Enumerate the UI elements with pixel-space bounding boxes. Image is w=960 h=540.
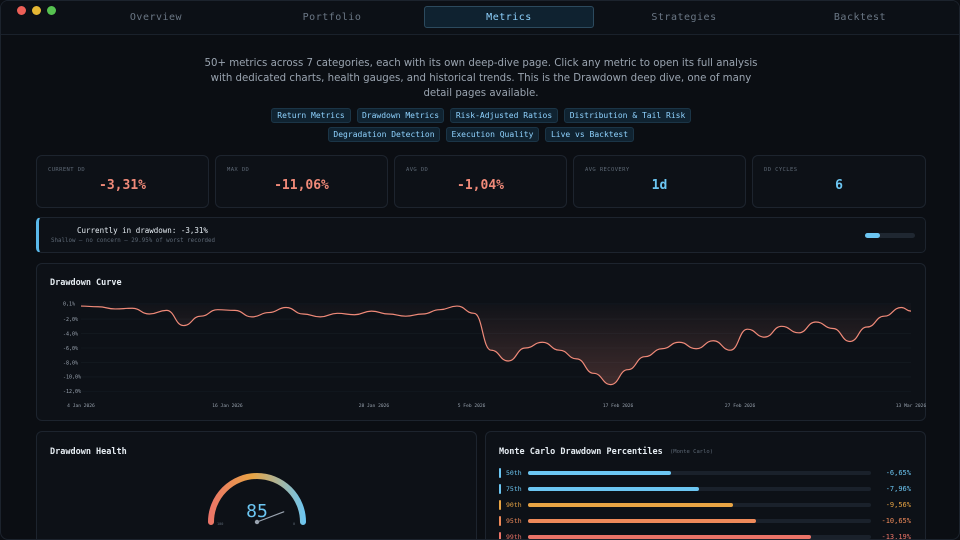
category-chip-distribution-tail-risk[interactable]: Distribution & Tail Risk: [564, 108, 691, 123]
drawdown-curve-card: Drawdown Curve: [36, 263, 926, 421]
percentile-track: [528, 503, 871, 507]
kpi-value: -1,04%: [457, 178, 504, 193]
percentile-bar: [528, 471, 671, 475]
category-chip-live-vs-backtest[interactable]: Live vs Backtest: [545, 127, 634, 142]
tab-strategies[interactable]: Strategies: [651, 11, 717, 23]
kpi-card-current-dd[interactable]: CURRENT DD -3,31%: [36, 155, 209, 208]
kpi-label: CURRENT DD: [48, 167, 86, 173]
drawdown-status-subtitle: Shallow — no concern — 29.95% of worst r…: [51, 238, 216, 244]
percentile-row: 99th -13,19%: [499, 532, 911, 540]
kpi-label: AVG DD: [406, 167, 429, 173]
drawdown-health-title: Drawdown Health: [50, 447, 127, 457]
category-chip-drawdown-metrics[interactable]: Drawdown Metrics: [357, 108, 444, 123]
top-nav-bar: Overview Portfolio Metrics Strategies Ba…: [1, 1, 959, 35]
kpi-card-dd-cycles[interactable]: DD CYCLES 6: [752, 155, 926, 208]
percentile-bar: [528, 487, 699, 491]
kpi-card-max-dd[interactable]: MAX DD -11,06%: [215, 155, 388, 208]
close-window-button[interactable]: [17, 6, 26, 15]
percentile-label: 90th: [506, 501, 522, 509]
category-chip-degradation-detection[interactable]: Degradation Detection: [328, 127, 440, 142]
monte-carlo-tag: (Monte Carlo): [670, 449, 714, 455]
percentile-track: [528, 519, 871, 523]
intro-text: 50+ metrics across 7 categories, each wi…: [204, 58, 758, 99]
tab-backtest[interactable]: Backtest: [833, 11, 887, 23]
drawdown-severity-bar: [865, 233, 915, 238]
percentile-marker: [499, 468, 501, 478]
tab-portfolio[interactable]: Portfolio: [302, 11, 362, 23]
percentile-marker: [499, 532, 501, 539]
percentile-value: -10,65%: [881, 517, 911, 525]
monte-carlo-title: Monte Carlo Drawdown Percentiles: [499, 447, 663, 457]
percentile-label: 50th: [506, 469, 522, 477]
percentile-value: -7,96%: [885, 485, 911, 493]
drawdown-health-card: Drawdown Health: [36, 431, 477, 539]
kpi-value: -3,31%: [99, 178, 146, 193]
percentile-value: -6,65%: [885, 469, 911, 477]
percentile-marker: [499, 516, 501, 526]
kpi-card-avg-recovery[interactable]: AVG RECOVERY 1d: [573, 155, 746, 208]
tab-overview[interactable]: Overview: [129, 11, 183, 23]
drawdown-severity-fill: [865, 233, 880, 238]
percentile-track: [528, 535, 871, 539]
drawdown-status-title: Currently in drawdown: -3,31%: [77, 226, 208, 235]
category-chip-execution-quality[interactable]: Execution Quality: [446, 127, 539, 142]
percentile-label: 99th: [506, 533, 522, 540]
percentile-track: [528, 471, 871, 475]
category-chip-risk-adjusted-ratios[interactable]: Risk-Adjusted Ratios: [450, 108, 558, 123]
percentile-marker: [499, 484, 501, 494]
percentile-row: 90th -9,56%: [499, 500, 911, 510]
kpi-value: 6: [835, 178, 843, 193]
percentile-bar: [528, 503, 733, 507]
kpi-card-avg-dd[interactable]: AVG DD -1,04%: [394, 155, 567, 208]
kpi-value: -11,06%: [274, 178, 329, 193]
percentile-value: -9,56%: [885, 501, 911, 509]
percentile-row: 75th -7,96%: [499, 484, 911, 494]
percentile-label: 95th: [506, 517, 522, 525]
kpi-label: AVG RECOVERY: [585, 167, 630, 173]
maximize-window-button[interactable]: [47, 6, 56, 15]
percentile-marker: [499, 500, 501, 510]
percentile-bar: [528, 535, 811, 539]
tab-metrics[interactable]: Metrics: [424, 6, 594, 28]
percentile-label: 75th: [506, 485, 522, 493]
percentile-bar: [528, 519, 757, 523]
minimize-window-button[interactable]: [32, 6, 41, 15]
kpi-label: MAX DD: [227, 167, 250, 173]
kpi-label: DD CYCLES: [764, 167, 798, 173]
kpi-value: 1d: [651, 178, 668, 193]
category-chip-return-metrics[interactable]: Return Metrics: [271, 108, 351, 123]
percentile-row: 95th -10,65%: [499, 516, 911, 526]
drawdown-status-banner: Currently in drawdown: -3,31% Shallow — …: [36, 217, 926, 253]
percentile-track: [528, 487, 871, 491]
percentile-value: -13,19%: [881, 533, 911, 540]
percentile-row: 50th -6,65%: [499, 468, 911, 478]
health-score: 85: [246, 501, 268, 522]
drawdown-curve-title: Drawdown Curve: [50, 278, 122, 288]
